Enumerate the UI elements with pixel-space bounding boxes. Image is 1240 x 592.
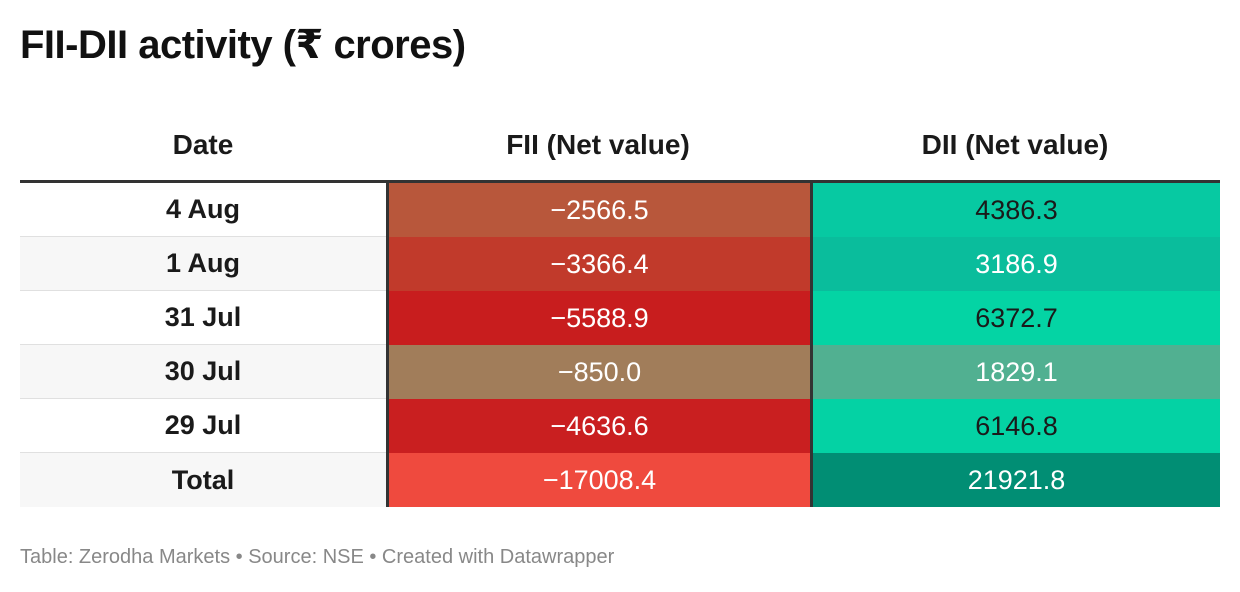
table-row: 1 Aug −3366.4 3186.9 bbox=[20, 237, 1220, 291]
cell-fii-value: −3366.4 bbox=[386, 237, 810, 291]
cell-fii-value: −4636.6 bbox=[386, 399, 810, 453]
source-footer: Table: Zerodha Markets • Source: NSE • C… bbox=[20, 546, 615, 568]
cell-dii-value: 3186.9 bbox=[810, 237, 1220, 291]
cell-date: 1 Aug bbox=[20, 237, 386, 291]
table-row: 31 Jul −5588.9 6372.7 bbox=[20, 291, 1220, 345]
header-fii: FII (Net value) bbox=[506, 129, 690, 160]
cell-dii-value: 6372.7 bbox=[810, 291, 1220, 345]
cell-dii-value: 21921.8 bbox=[810, 453, 1220, 507]
table-row: 29 Jul −4636.6 6146.8 bbox=[20, 399, 1220, 453]
header-date: Date bbox=[172, 129, 234, 160]
cell-dii-value: 6146.8 bbox=[810, 399, 1220, 453]
cell-fii-value: −2566.5 bbox=[386, 183, 810, 237]
cell-date: 31 Jul bbox=[20, 291, 386, 345]
table-row: 30 Jul −850.0 1829.1 bbox=[20, 345, 1220, 399]
cell-dii-value: 1829.1 bbox=[810, 345, 1220, 399]
cell-date: 4 Aug bbox=[20, 183, 386, 237]
cell-date: 29 Jul bbox=[20, 399, 386, 453]
cell-date: 30 Jul bbox=[20, 345, 386, 399]
cell-fii-value: −17008.4 bbox=[386, 453, 810, 507]
table-row: Total −17008.4 21921.8 bbox=[20, 453, 1220, 507]
cell-fii-value: −850.0 bbox=[386, 345, 810, 399]
chart-title: FII-DII activity (₹ crores) bbox=[20, 23, 466, 67]
table-body: 4 Aug −2566.5 4386.3 1 Aug −3366.4 3186.9 31 J… bbox=[20, 183, 1220, 507]
table-row: 4 Aug −2566.5 4386.3 bbox=[20, 183, 1220, 237]
table-header: Date FII (Net value) DII (Net value) bbox=[20, 110, 1220, 183]
header-dii: DII (Net value) bbox=[921, 129, 1109, 160]
cell-dii-value: 4386.3 bbox=[810, 183, 1220, 237]
cell-date: Total bbox=[20, 453, 386, 507]
fii-dii-table: Date FII (Net value) DII (Net value) 4 A… bbox=[20, 110, 1220, 507]
cell-fii-value: −5588.9 bbox=[386, 291, 810, 345]
